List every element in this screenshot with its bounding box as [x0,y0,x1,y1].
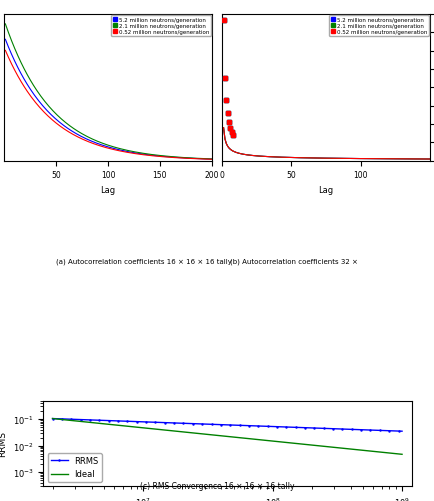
0.52 million neutrons/generation [427,157,432,163]
5.2 million neutrons/generation [15,65,20,71]
X-axis label: Lag: Lag [101,185,115,194]
5.2 million neutrons/generation [337,156,342,162]
0.52 million neutrons/generation [3,48,8,54]
0.52 million neutrons/generation [58,124,63,130]
0.52 million neutrons/generation [363,156,368,162]
Text: (c) RMS Convergence 16 × 16 × 16 tally: (c) RMS Convergence 16 × 16 × 16 tally [140,481,294,490]
Line: RRMS: RRMS [52,418,403,432]
0.52 million neutrons/generation [209,157,214,163]
5.2 million neutrons/generation [3,37,8,43]
Text: (b) Autocorrelation coefficients 32 ×: (b) Autocorrelation coefficients 32 × [230,258,358,265]
RRMS [51,416,56,422]
2.1 million neutrons/generation [302,155,308,161]
2.1 million neutrons/generation [15,54,20,60]
Legend: RRMS, Ideal: RRMS, Ideal [48,453,102,482]
Line: 5.2 million neutrons/generation: 5.2 million neutrons/generation [224,128,430,160]
2.1 million neutrons/generation [58,116,63,122]
5.2 million neutrons/generation [363,156,368,162]
Ideal [258,437,263,443]
X-axis label: Lag: Lag [319,185,333,194]
2.1 million neutrons/generation [191,156,197,162]
0.52 million neutrons/generation [199,157,204,163]
Y-axis label: RRMS: RRMS [0,430,7,456]
2.1 million neutrons/generation [289,155,294,161]
Ideal [51,416,56,422]
RRMS [345,426,350,432]
RRMS [264,423,269,429]
RRMS [257,423,262,429]
5.2 million neutrons/generation [289,155,294,161]
Ideal [399,451,404,457]
2.1 million neutrons/generation [329,156,334,162]
Ideal [257,437,262,443]
5.2 million neutrons/generation [427,157,432,163]
2.1 million neutrons/generation [427,157,432,163]
Legend: 5.2 million neutrons/generation, 2.1 million neutrons/generation, 0.52 million n: 5.2 million neutrons/generation, 2.1 mil… [111,16,210,37]
5.2 million neutrons/generation [199,156,204,162]
2.1 million neutrons/generation [11,44,16,50]
2.1 million neutrons/generation [337,156,342,162]
5.2 million neutrons/generation [11,57,16,63]
2.1 million neutrons/generation [363,156,368,162]
0.52 million neutrons/generation [302,155,308,161]
0.52 million neutrons/generation [11,66,16,72]
0.52 million neutrons/generation [391,156,396,162]
0.52 million neutrons/generation [329,156,334,162]
0.52 million neutrons/generation [15,74,20,80]
Line: 0.52 million neutrons/generation: 0.52 million neutrons/generation [5,51,212,160]
0.52 million neutrons/generation [191,156,197,162]
5.2 million neutrons/generation [221,125,226,131]
2.1 million neutrons/generation [3,22,8,28]
5.2 million neutrons/generation [209,157,214,163]
2.1 million neutrons/generation [209,157,214,163]
Ideal [367,448,372,454]
RRMS [258,423,263,429]
0.52 million neutrons/generation [289,155,294,161]
5.2 million neutrons/generation [391,156,396,162]
RRMS [367,427,372,433]
RRMS [50,416,55,422]
5.2 million neutrons/generation [191,156,197,162]
Legend: 5.2 million neutrons/generation, 2.1 million neutrons/generation, 0.52 million n: 5.2 million neutrons/generation, 2.1 mil… [329,16,428,37]
5.2 million neutrons/generation [302,155,308,161]
5.2 million neutrons/generation [329,156,334,162]
Line: 2.1 million neutrons/generation: 2.1 million neutrons/generation [5,25,212,160]
Text: (a) Autocorrelation coefficients 16 × 16 × 16 tally: (a) Autocorrelation coefficients 16 × 16… [56,258,232,265]
2.1 million neutrons/generation [41,98,46,104]
0.52 million neutrons/generation [221,125,226,131]
2.1 million neutrons/generation [199,156,204,162]
RRMS [399,428,404,434]
2.1 million neutrons/generation [221,125,226,131]
5.2 million neutrons/generation [41,105,46,111]
Ideal [264,437,269,443]
Ideal [345,446,350,452]
Line: 2.1 million neutrons/generation: 2.1 million neutrons/generation [224,128,430,160]
0.52 million neutrons/generation [337,156,342,162]
Line: 0.52 million neutrons/generation: 0.52 million neutrons/generation [224,128,430,160]
2.1 million neutrons/generation [391,156,396,162]
Line: Ideal: Ideal [53,419,402,454]
5.2 million neutrons/generation [58,121,63,127]
0.52 million neutrons/generation [41,110,46,116]
Ideal [50,416,55,422]
Line: 5.2 million neutrons/generation: 5.2 million neutrons/generation [5,40,212,160]
